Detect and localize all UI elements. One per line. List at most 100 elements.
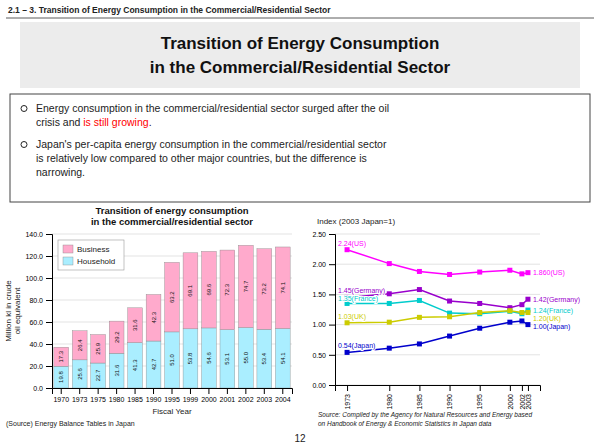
data-label: 25.6	[77, 367, 83, 379]
annotation-run: .	[149, 116, 152, 128]
text-line: in the commercial/residential sector	[91, 216, 253, 227]
tick-label: 1970	[53, 396, 69, 403]
data-label: 1.00(Japan)	[533, 323, 570, 331]
tick: 2.00	[312, 261, 335, 268]
tick-mark	[208, 388, 209, 394]
data-labels: 2.24(US)1.45(Germany)1.35(France)1.03(UK…	[338, 240, 580, 351]
tick: 20.0	[29, 363, 52, 370]
point	[477, 310, 482, 315]
tick: 1985	[416, 385, 423, 410]
tick: 1973	[344, 385, 351, 410]
data-label: 54.1	[280, 352, 286, 364]
tick-mark	[528, 385, 529, 391]
text-line: crisis and is still growing.	[36, 116, 152, 128]
point	[507, 309, 512, 314]
tick-mark	[245, 388, 246, 394]
data-label: 73.2	[261, 283, 267, 295]
tick-mark	[153, 388, 154, 394]
bar	[146, 295, 161, 342]
tick-mark	[116, 388, 117, 394]
bar	[54, 366, 69, 388]
text-line: narrowing.	[36, 166, 85, 178]
tick-label: 20.0	[29, 363, 43, 370]
tick-mark	[46, 322, 52, 323]
tick: 120.0	[25, 253, 52, 260]
data-label: 31.6	[114, 364, 120, 376]
tick-label: 2.50	[312, 231, 326, 238]
tick-label: 1999	[183, 396, 199, 403]
bar-chart: Transition of energy consumptionin the c…	[4, 205, 293, 428]
tick-label: 1985	[127, 396, 143, 403]
tick: 2002	[238, 388, 254, 403]
data-label: 1.24(France)	[533, 307, 573, 315]
grid-line	[335, 354, 540, 355]
data-label: 72.3	[224, 283, 230, 295]
point	[525, 310, 530, 315]
tick-label: 1.00	[312, 321, 326, 328]
text-line: on Handbook of Energy & Economic Statist…	[318, 420, 492, 428]
point	[519, 318, 524, 323]
point	[507, 268, 512, 273]
bar	[220, 250, 235, 330]
tick-label: 1985	[416, 394, 423, 410]
point	[477, 326, 482, 331]
tick-label: 120.0	[25, 253, 43, 260]
data-label: 26.4	[77, 339, 83, 351]
axis-line	[336, 386, 541, 392]
bar	[128, 308, 143, 343]
point	[417, 298, 422, 303]
tick: 0.0	[33, 385, 52, 392]
tick: 60.0	[29, 319, 52, 326]
data-label: 19.8	[58, 371, 64, 383]
tick-label: 40.0	[29, 341, 43, 348]
data-label: 1.20(UK)	[533, 315, 561, 323]
grid-line	[335, 264, 540, 265]
point	[525, 297, 530, 302]
tick-label: 60.0	[29, 319, 43, 326]
tick-label: 1990	[146, 396, 162, 403]
tick-mark	[389, 385, 390, 391]
tick-mark	[450, 385, 451, 391]
text-line: Transition of Energy Consumption	[161, 34, 440, 53]
tick: 1980	[109, 388, 125, 403]
data-label: 51.0	[169, 353, 175, 365]
text-line: is relatively low compared to other majo…	[36, 152, 367, 164]
tick-mark	[329, 294, 335, 295]
tick: 1.50	[312, 291, 335, 298]
data-label: 53.4	[261, 352, 267, 364]
point	[417, 287, 422, 292]
grid-line	[52, 234, 292, 235]
tick: 1990	[146, 388, 162, 403]
data-label: 53.1	[224, 352, 230, 364]
tick-label: 2003	[257, 396, 273, 403]
bullet-box	[10, 94, 590, 202]
tick: 2.50	[312, 231, 335, 238]
tick-label: 1980	[386, 394, 393, 410]
bar	[72, 331, 87, 360]
bar	[257, 249, 272, 330]
point	[447, 299, 452, 304]
data-label: 74.1	[280, 281, 286, 293]
bar	[91, 363, 106, 388]
bar	[183, 329, 198, 388]
line-chart: Index (2003 Japan=1)19731980198519901995…	[312, 217, 580, 428]
bar	[91, 335, 106, 363]
tick-label: 1.50	[312, 291, 326, 298]
bar	[275, 328, 290, 388]
point	[507, 308, 512, 313]
tick-label: 1990	[446, 394, 453, 410]
annotation-run: is still growing	[83, 116, 149, 128]
tick-label: 1973	[344, 394, 351, 410]
point	[447, 334, 452, 339]
tick-mark	[79, 388, 80, 394]
point	[417, 315, 422, 320]
legend-swatch	[63, 245, 73, 253]
tick: 2000	[201, 388, 217, 403]
tick-mark	[46, 366, 52, 367]
point	[387, 346, 392, 351]
point	[519, 271, 524, 276]
data-label: 29.2	[114, 331, 120, 343]
tick-label: 2001	[220, 396, 236, 403]
bullets: Energy consumption in the commercial/res…	[21, 102, 389, 178]
text-line: (Source) Energy Balance Tables in Japan	[6, 420, 135, 428]
